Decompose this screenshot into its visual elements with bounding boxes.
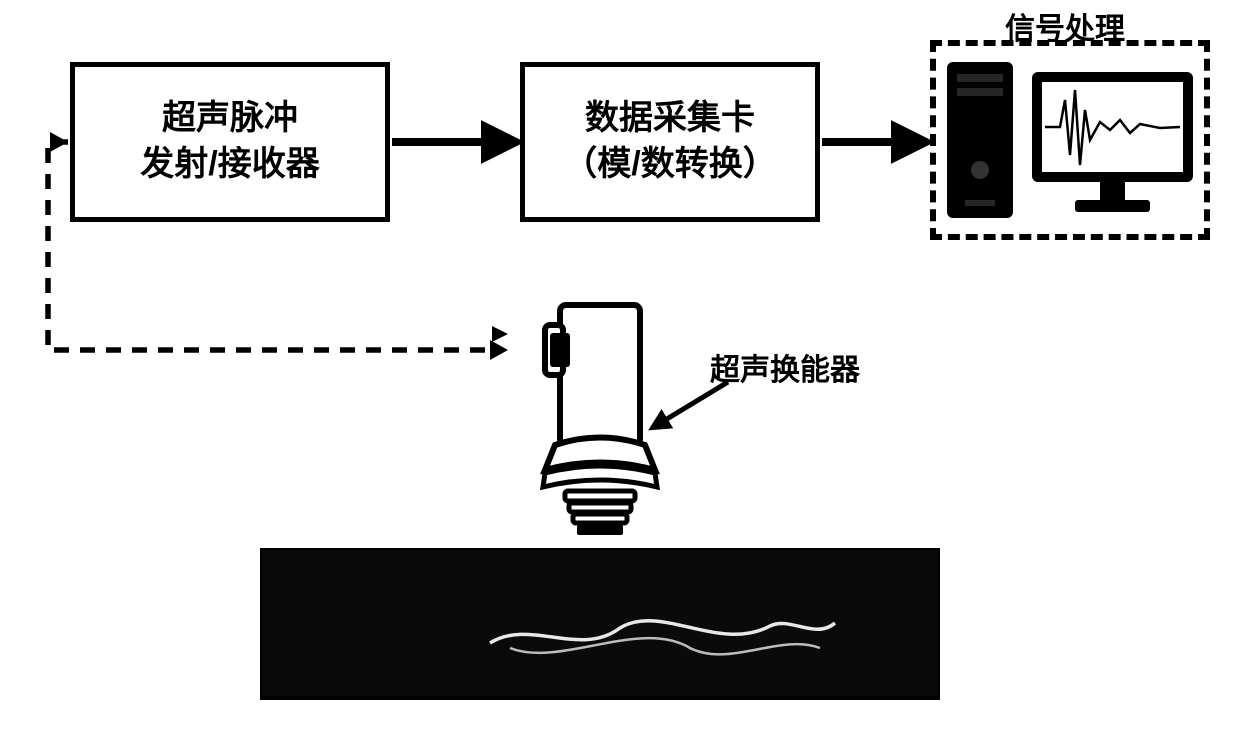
label-signal-processing: 信号处理 (1005, 4, 1125, 48)
box1-line1: 超声脉冲 (140, 96, 319, 142)
computer-tower-icon (945, 60, 1015, 220)
box2-line2: （模/数转换） (563, 142, 776, 188)
sample-block (260, 548, 940, 700)
transducer-icon (505, 295, 695, 555)
box-pulser-receiver: 超声脉冲 发射/接收器 (70, 62, 390, 222)
box-daq: 数据采集卡 （模/数转换） (520, 62, 820, 222)
monitor-icon (1030, 70, 1195, 225)
label-transducer: 超声换能器 (710, 345, 860, 389)
box2-line1: 数据采集卡 (563, 96, 776, 142)
box1-line2: 发射/接收器 (140, 142, 319, 188)
